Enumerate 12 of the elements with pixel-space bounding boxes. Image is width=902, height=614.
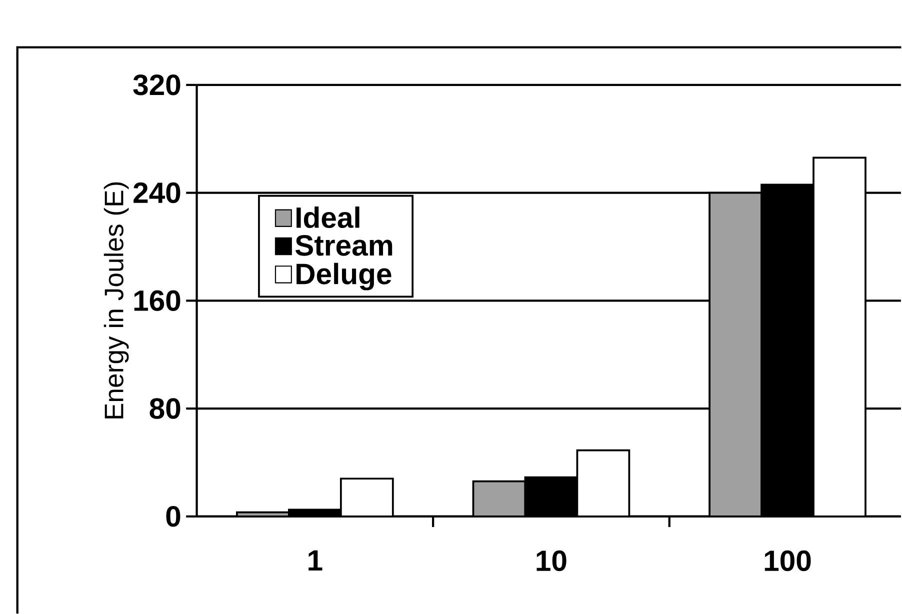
y-tick-label: 0 xyxy=(166,506,180,527)
y-tick-label: 240 xyxy=(134,182,180,204)
legend-label: Deluge xyxy=(296,262,392,290)
y-axis-title: Energy in Joules (E) xyxy=(104,182,129,418)
y-tick-label: 160 xyxy=(134,290,180,312)
legend-label: Stream xyxy=(295,235,392,256)
x-tick-label: 10 xyxy=(536,550,566,572)
x-tick-label: 1 xyxy=(308,550,322,571)
legend-label: Ideal xyxy=(296,206,360,228)
x-tick-label: 100 xyxy=(764,550,811,572)
y-tick-label: 320 xyxy=(133,74,180,96)
y-tick-label: 80 xyxy=(150,398,180,420)
